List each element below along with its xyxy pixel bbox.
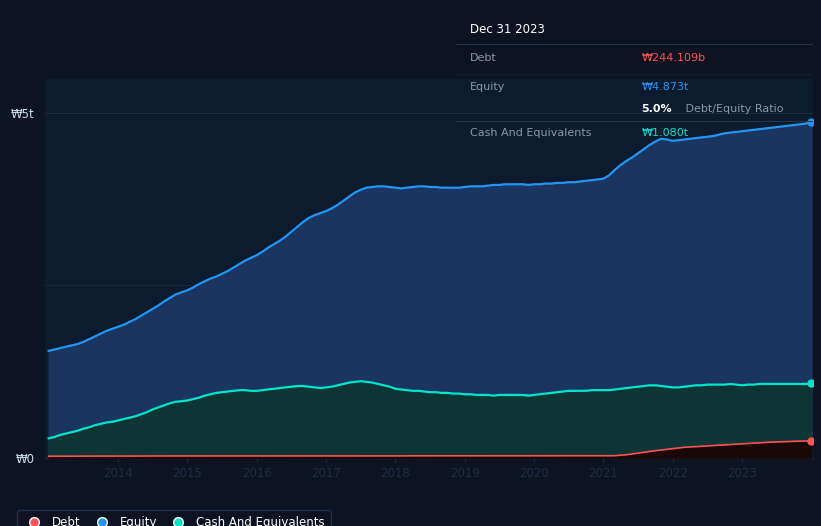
Text: 5.0%: 5.0% [641,104,672,114]
Text: Cash And Equivalents: Cash And Equivalents [470,128,591,138]
Text: ₩244.109b: ₩244.109b [641,53,705,63]
Text: ₩1.080t: ₩1.080t [641,128,689,138]
Text: Debt/Equity Ratio: Debt/Equity Ratio [682,104,784,114]
Text: Equity: Equity [470,82,505,92]
Legend: Debt, Equity, Cash And Equivalents: Debt, Equity, Cash And Equivalents [16,510,331,526]
Text: Debt: Debt [470,53,497,63]
Text: ₩4.873t: ₩4.873t [641,82,689,92]
Text: Dec 31 2023: Dec 31 2023 [470,24,545,36]
